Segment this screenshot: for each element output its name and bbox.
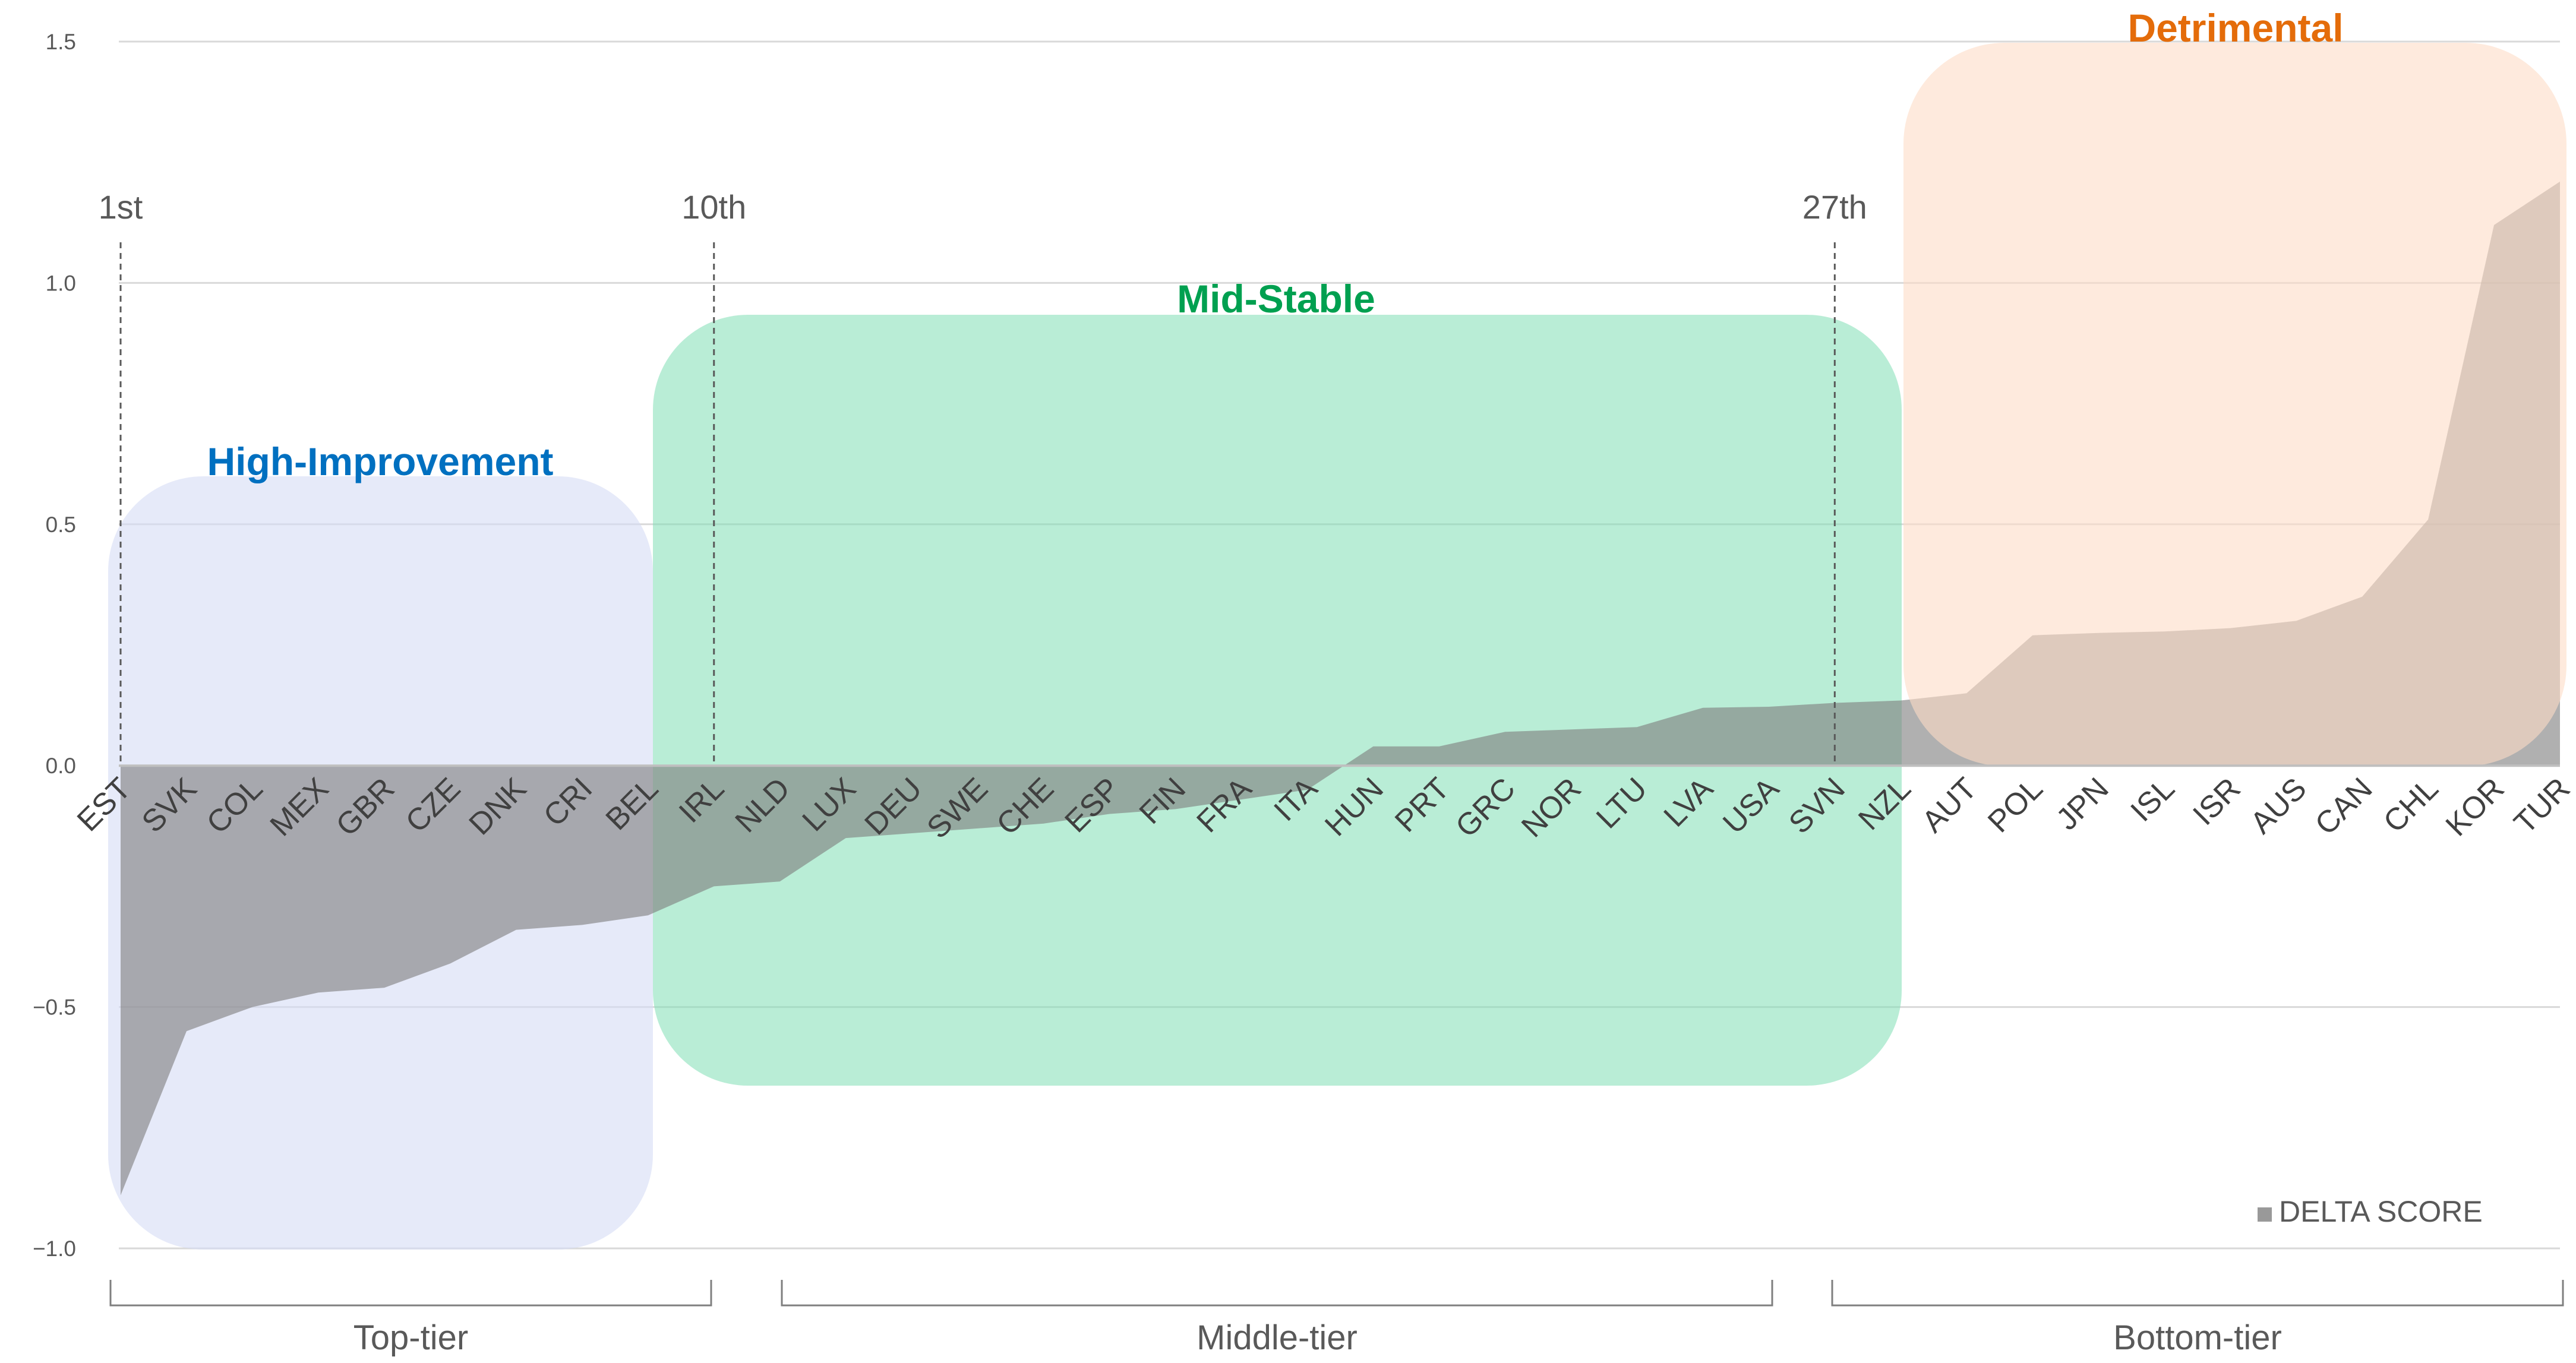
y-tick-label: 1.0 xyxy=(46,271,76,295)
y-tick-label: 1.5 xyxy=(46,30,76,54)
data-point xyxy=(515,929,517,931)
zone-title: Mid-Stable xyxy=(1177,277,1375,321)
y-axis-ticks: 1.5 1.0 0.5 0.0 −0.5 −1.0 xyxy=(33,30,76,1261)
rank-marker-label: 1st xyxy=(99,188,143,226)
tier-label: Middle-tier xyxy=(1197,1318,1358,1357)
category-label: POL xyxy=(1981,771,2050,840)
category-label: ISL xyxy=(2124,771,2181,828)
legend-swatch xyxy=(2258,1207,2272,1222)
legend-label: DELTA SCORE xyxy=(2279,1195,2483,1228)
data-point xyxy=(383,986,386,989)
data-point xyxy=(1701,707,1704,709)
data-point xyxy=(977,827,979,830)
tier-bracket xyxy=(781,1280,1773,1307)
data-point xyxy=(1636,726,1638,728)
rank-markers: 1st 10th 27th xyxy=(99,188,1867,766)
tier-bracket xyxy=(1831,1280,2564,1307)
mid-stable-zone xyxy=(653,315,1902,1086)
data-point xyxy=(1767,706,1770,708)
category-label: ISR xyxy=(2186,771,2247,832)
y-tick-label: 0.5 xyxy=(46,513,76,537)
data-point xyxy=(1372,745,1374,748)
zone-title: Detrimental xyxy=(2127,6,2343,50)
data-point xyxy=(1899,699,1902,701)
data-point xyxy=(449,962,452,964)
data-point xyxy=(779,880,781,883)
data-point xyxy=(845,837,847,839)
data-point xyxy=(1504,730,1506,733)
detrimental-zone xyxy=(1903,43,2566,766)
data-point xyxy=(1438,745,1440,748)
detrimental-zone-overlay xyxy=(1903,43,2566,766)
y-tick-label: −0.5 xyxy=(33,995,76,1020)
data-point xyxy=(713,885,715,887)
rank-marker-label: 27th xyxy=(1802,188,1867,226)
zone-title: High-Improvement xyxy=(207,439,553,483)
tier-bracket xyxy=(109,1280,712,1307)
data-point xyxy=(1043,823,1045,825)
tier-label: Top-tier xyxy=(353,1318,468,1357)
y-tick-label: −1.0 xyxy=(33,1236,76,1261)
category-label: AUT xyxy=(1915,771,1984,840)
data-point xyxy=(911,832,913,834)
legend: DELTA SCORE xyxy=(2258,1195,2483,1228)
data-point xyxy=(1570,728,1572,730)
tier-label: Bottom-tier xyxy=(2113,1318,2282,1357)
zone-titles: High-Improvement Mid-Stable Detrimental xyxy=(207,6,2343,483)
category-label: AUS xyxy=(2244,771,2313,841)
data-point xyxy=(251,1006,254,1008)
category-label: CHL xyxy=(2377,771,2445,840)
category-label: JPN xyxy=(2050,771,2115,837)
category-label: CAN xyxy=(2309,771,2379,842)
data-point xyxy=(581,924,583,926)
data-point xyxy=(317,991,320,994)
y-tick-label: 0.0 xyxy=(46,754,76,778)
category-label: TUR xyxy=(2508,771,2576,841)
data-point xyxy=(185,1030,188,1032)
rank-marker-label: 10th xyxy=(681,188,746,226)
data-point xyxy=(647,914,649,916)
tier-brackets: Top-tier Middle-tier Bottom-tier xyxy=(109,1280,2564,1357)
data-point xyxy=(119,1194,122,1197)
category-label: KOR xyxy=(2439,771,2511,843)
